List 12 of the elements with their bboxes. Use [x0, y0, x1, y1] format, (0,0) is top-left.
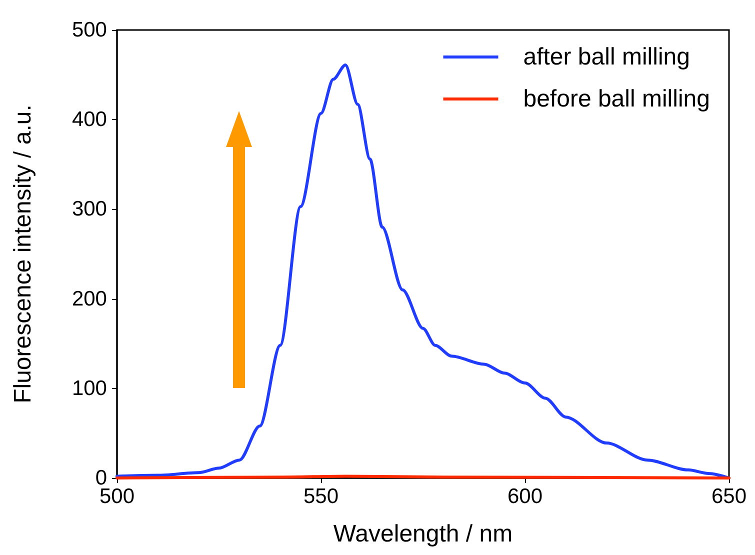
- x-tick-label: 550: [303, 485, 339, 508]
- y-tick-label: 400: [72, 108, 107, 132]
- y-tick-label: 200: [72, 287, 107, 310]
- x-tick-label: 600: [507, 485, 543, 508]
- legend-label: before ball milling: [523, 86, 710, 112]
- y-axis-title: Fluorescence intensity / a.u.: [10, 104, 36, 404]
- y-tick-label: 300: [72, 198, 107, 221]
- x-axis-title: Wavelength / nm: [333, 520, 513, 548]
- y-tick-label: 100: [72, 376, 107, 400]
- legend-label: after ball milling: [523, 44, 690, 70]
- x-tick-label: 650: [711, 485, 747, 508]
- y-tick-label: 500: [72, 18, 107, 42]
